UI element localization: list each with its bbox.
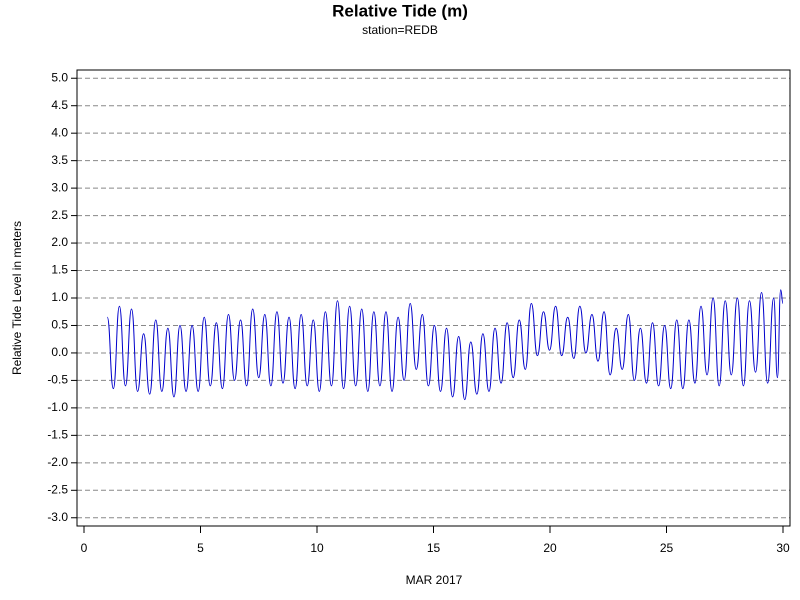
- y-tick-label: -1.5: [47, 428, 68, 442]
- y-tick-label: -0.5: [47, 373, 68, 387]
- y-tick-label: 4.5: [51, 98, 68, 112]
- y-tick-label: 4.0: [51, 125, 68, 139]
- x-tick-label: 15: [427, 541, 441, 555]
- y-tick-label: 0.5: [51, 318, 68, 332]
- y-tick-label: -1.0: [47, 400, 68, 414]
- plot-frame: [76, 69, 791, 527]
- y-tick-label: 1.5: [51, 263, 68, 277]
- x-tick-label: 10: [310, 541, 324, 555]
- y-tick-label: 5.0: [51, 70, 68, 84]
- y-tick-label: 3.0: [51, 180, 68, 194]
- x-tick-label: 25: [660, 541, 674, 555]
- x-tick-label: 0: [81, 541, 88, 555]
- y-tick-label: -2.5: [47, 482, 68, 496]
- chart-subtitle: station=REDB: [362, 23, 438, 37]
- x-tick-label: 30: [776, 541, 790, 555]
- x-tick-label: 5: [197, 541, 204, 555]
- x-tick-label: 20: [543, 541, 557, 555]
- x-axis-label: MAR 2017: [406, 573, 463, 587]
- y-tick-label: 3.5: [51, 153, 68, 167]
- y-tick-label: 1.0: [51, 290, 68, 304]
- y-axis-label: Relative Tide Level in meters: [10, 221, 24, 375]
- chart-title: Relative Tide (m): [332, 1, 468, 20]
- tide-line: [106, 289, 784, 401]
- y-tick-label: -3.0: [47, 510, 68, 524]
- y-tick-label: -2.0: [47, 455, 68, 469]
- y-tick-label: 0.0: [51, 345, 68, 359]
- y-tick-label: 2.0: [51, 235, 68, 249]
- y-tick-label: 2.5: [51, 208, 68, 222]
- plot: -3.0 -2.5 -2.0 -1.5 -1.0 -0.5 0.0 0.5 1.0 1.5 2.0 2…: [47, 69, 791, 555]
